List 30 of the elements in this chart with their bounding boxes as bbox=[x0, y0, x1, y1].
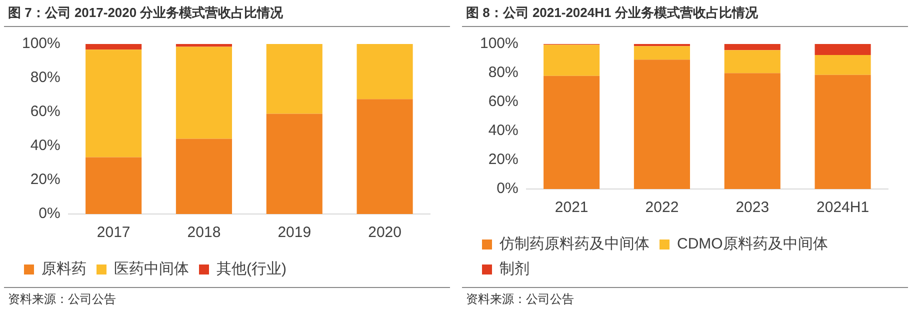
legend-label: 原料药 bbox=[42, 260, 86, 278]
text: 资料来源：公司公告 bbox=[462, 287, 908, 308]
y-tick-label: 80% bbox=[488, 64, 518, 82]
legend-label: 制剂 bbox=[500, 260, 530, 278]
y-tick-label: 20% bbox=[488, 151, 518, 168]
y-tick-label: 0% bbox=[38, 205, 60, 222]
legend-label: CDMO原料药及中间体 bbox=[677, 236, 828, 253]
legend-label: 其他(行业) bbox=[216, 260, 286, 278]
chart-title: 图 8：公司 2021-2024H1 分业务模式营收占比情况 bbox=[462, 4, 908, 27]
y-tick-label: 40% bbox=[488, 122, 518, 140]
chart-title: 图 7：公司 2017-2020 分业务模式营收占比情况 bbox=[4, 4, 450, 27]
legend-label: 仿制药原料药及中间体 bbox=[498, 236, 650, 253]
y-tick-label: 40% bbox=[30, 137, 60, 154]
legend-label: 医药中间体 bbox=[114, 260, 189, 278]
y-tick-label: 60% bbox=[488, 93, 518, 110]
y-tick-label: 100% bbox=[480, 35, 518, 52]
x-tick-label: 2018 bbox=[187, 224, 221, 242]
y-tick-label: 60% bbox=[30, 103, 60, 120]
x-tick-label: 2019 bbox=[278, 224, 312, 242]
x-tick-label: 2022 bbox=[645, 199, 679, 216]
x-tick-label: 2020 bbox=[368, 224, 402, 242]
x-tick-label: 2017 bbox=[96, 224, 130, 242]
y-tick-label: 0% bbox=[496, 180, 518, 198]
x-tick-label: 2024H1 bbox=[816, 199, 870, 216]
text: 资料来源：公司公告 bbox=[4, 287, 450, 308]
x-tick-label: 2021 bbox=[554, 199, 588, 216]
x-tick-label: 2023 bbox=[736, 199, 770, 216]
y-tick-label: 20% bbox=[30, 171, 60, 188]
y-tick-label: 100% bbox=[22, 35, 60, 52]
y-tick-label: 80% bbox=[30, 69, 60, 86]
